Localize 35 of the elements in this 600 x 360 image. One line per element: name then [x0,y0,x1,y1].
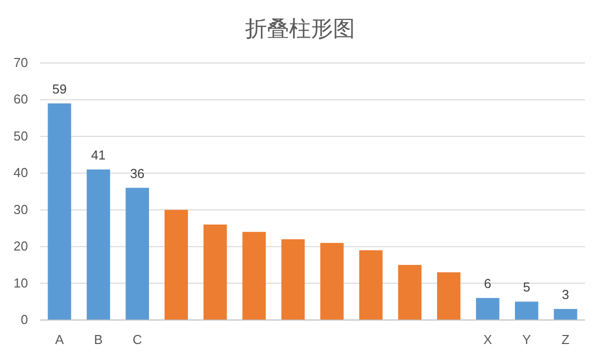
x-tick-label: Y [522,332,532,347]
x-tick-label: X [483,332,492,347]
y-tick-label: 60 [14,92,28,107]
bar [48,103,72,320]
y-tick-label: 40 [14,165,28,180]
bar [126,188,149,320]
y-tick-label: 50 [14,128,28,144]
y-tick-label: 10 [14,275,28,290]
x-tick-label: Z [562,332,570,347]
y-tick-label: 70 [14,55,28,70]
bar [281,239,305,320]
bar [476,298,500,320]
chart-title: 折叠柱形图 [245,16,355,41]
data-label: 36 [130,166,145,181]
y-tick-label: 0 [20,312,28,327]
bar [242,232,266,320]
bar [86,169,110,320]
data-label: 41 [91,147,106,162]
data-label: 59 [52,81,67,96]
bar [554,308,578,320]
data-label: 5 [522,280,530,295]
data-label: 6 [484,276,492,291]
y-tick-label: 30 [14,202,28,217]
bar [437,272,460,320]
bar [359,250,383,320]
x-tick-label: C [132,332,142,347]
bar [398,264,422,320]
y-tick-label: 20 [14,238,28,254]
bar [204,224,227,320]
bar [514,302,538,320]
x-tick-label: A [55,332,64,347]
data-label: 3 [562,286,570,302]
x-tick-label: B [94,332,103,347]
bar [164,210,188,320]
bar [320,242,344,320]
